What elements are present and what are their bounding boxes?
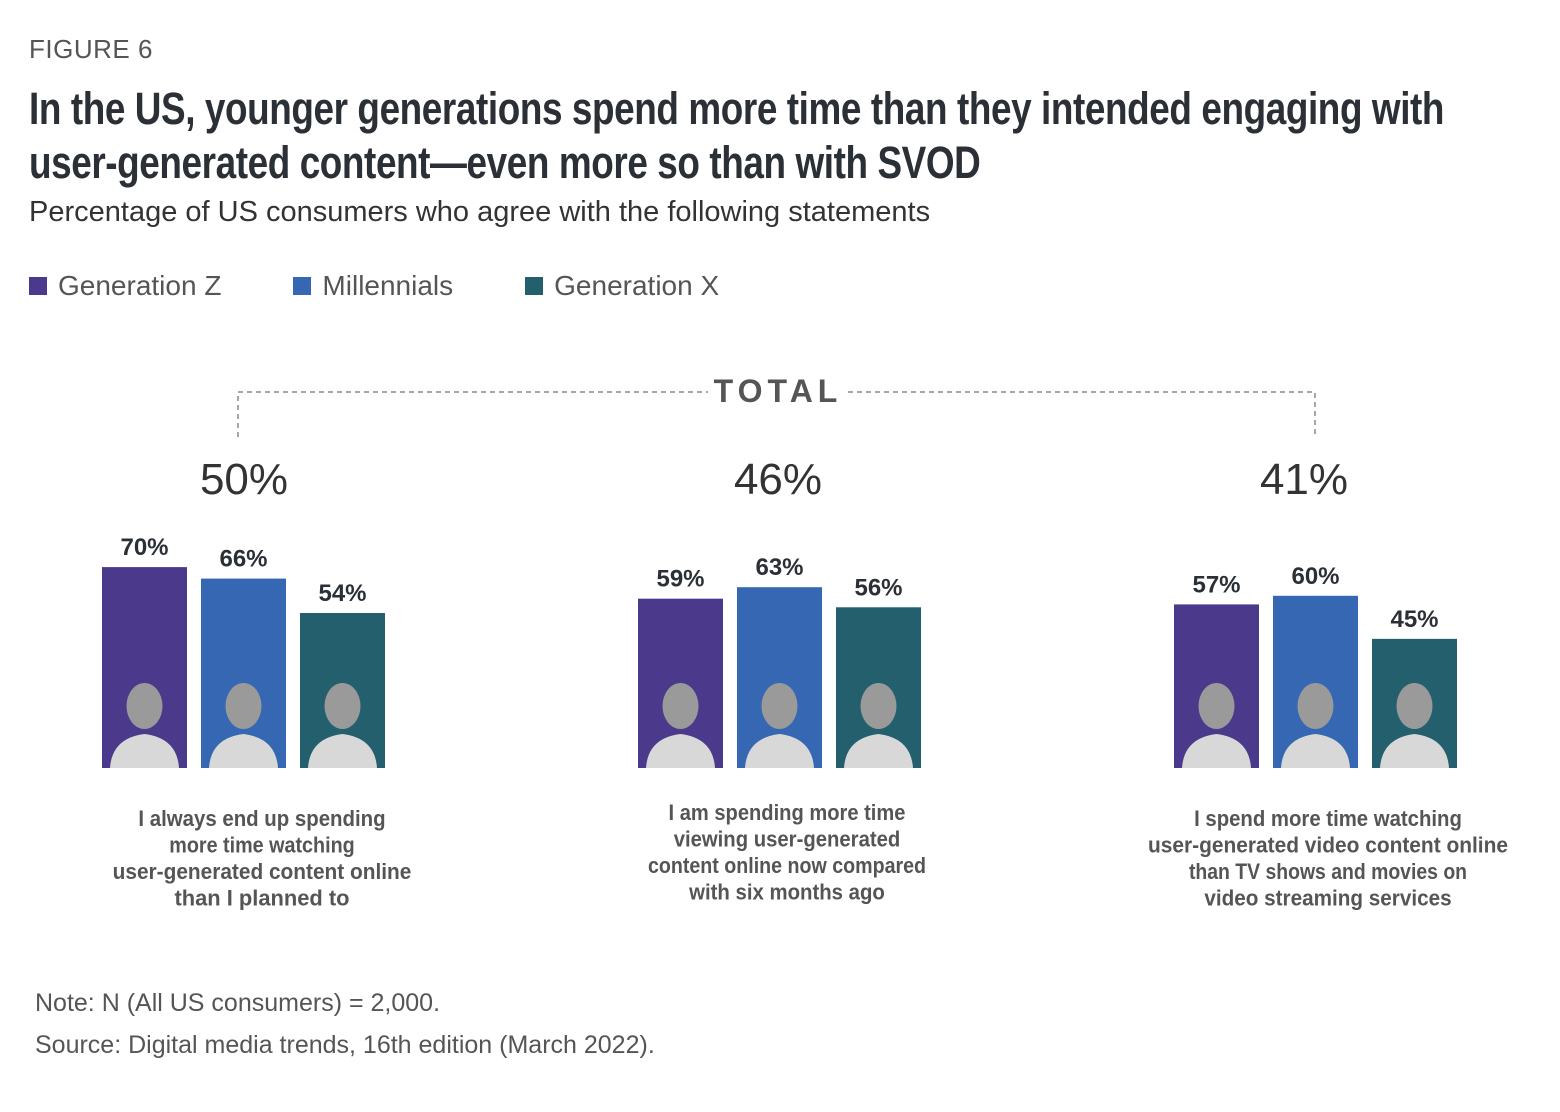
- person-head-icon: [1198, 683, 1235, 729]
- person-head-icon: [225, 683, 262, 729]
- data-label: 66%: [219, 546, 267, 573]
- category-label: than TV shows and movies on: [1189, 859, 1467, 884]
- category-label: I am spending more time: [669, 800, 906, 825]
- data-label: 45%: [1390, 606, 1438, 633]
- total-value: 50%: [200, 455, 288, 504]
- data-label: 60%: [1291, 563, 1339, 590]
- data-label: 59%: [656, 566, 704, 593]
- person-head-icon: [324, 683, 361, 729]
- category-label: user-generated content online: [113, 859, 412, 884]
- note-text: Note: N (All US consumers) = 2,000.: [35, 989, 441, 1017]
- legend: Generation Z Millennials Generation X: [29, 270, 791, 302]
- total-label: TOTAL: [714, 373, 843, 409]
- legend-label: Generation X: [554, 270, 720, 301]
- total-value: 41%: [1260, 455, 1348, 504]
- category-label: user-generated video content online: [1148, 833, 1508, 858]
- legend-swatch: [293, 277, 312, 295]
- category-label: content online now compared: [648, 853, 926, 878]
- data-label: 56%: [854, 574, 902, 601]
- person-body-icon: [844, 734, 913, 768]
- person-body-icon: [646, 734, 715, 768]
- notes: Note: N (All US consumers) = 2,000. Sour…: [35, 982, 655, 1066]
- data-label: 63%: [755, 554, 803, 581]
- person-head-icon: [662, 683, 699, 729]
- category-label: with six months ago: [688, 880, 885, 905]
- category-label: than I planned to: [174, 886, 349, 911]
- total-value: 46%: [734, 455, 822, 504]
- figure-label: FIGURE 6: [29, 34, 153, 64]
- person-body-icon: [1281, 734, 1350, 768]
- legend-item-gen-x: Generation X: [525, 270, 719, 302]
- legend-item-millennials: Millennials: [293, 270, 453, 302]
- person-body-icon: [209, 734, 278, 768]
- person-head-icon: [126, 683, 163, 729]
- person-head-icon: [1396, 683, 1433, 729]
- person-head-icon: [761, 683, 798, 729]
- legend-swatch: [525, 277, 544, 295]
- person-body-icon: [1182, 734, 1251, 768]
- person-head-icon: [860, 683, 897, 729]
- source-text: Source: Digital media trends, 16th editi…: [35, 1031, 655, 1059]
- data-label: 57%: [1192, 571, 1240, 598]
- legend-item-gen-z: Generation Z: [29, 270, 221, 302]
- person-body-icon: [110, 734, 179, 768]
- data-label: 54%: [318, 580, 366, 607]
- category-label: more time watching: [169, 833, 354, 858]
- person-body-icon: [308, 734, 377, 768]
- chart-subtitle: Percentage of US consumers who agree wit…: [29, 196, 931, 228]
- person-body-icon: [745, 734, 814, 768]
- legend-swatch: [29, 277, 47, 295]
- category-label: I spend more time watching: [1194, 806, 1462, 831]
- person-head-icon: [1297, 683, 1334, 729]
- total-bracket: [237, 391, 1316, 437]
- category-label: I always end up spending: [138, 806, 385, 831]
- category-label: viewing user-generated: [674, 827, 901, 852]
- chart-title: In the US, younger generations spend mor…: [29, 83, 1445, 188]
- legend-label: Generation Z: [58, 270, 222, 301]
- legend-label: Millennials: [322, 270, 454, 301]
- data-label: 70%: [120, 534, 168, 561]
- category-label: video streaming services: [1204, 886, 1451, 911]
- person-body-icon: [1380, 734, 1449, 768]
